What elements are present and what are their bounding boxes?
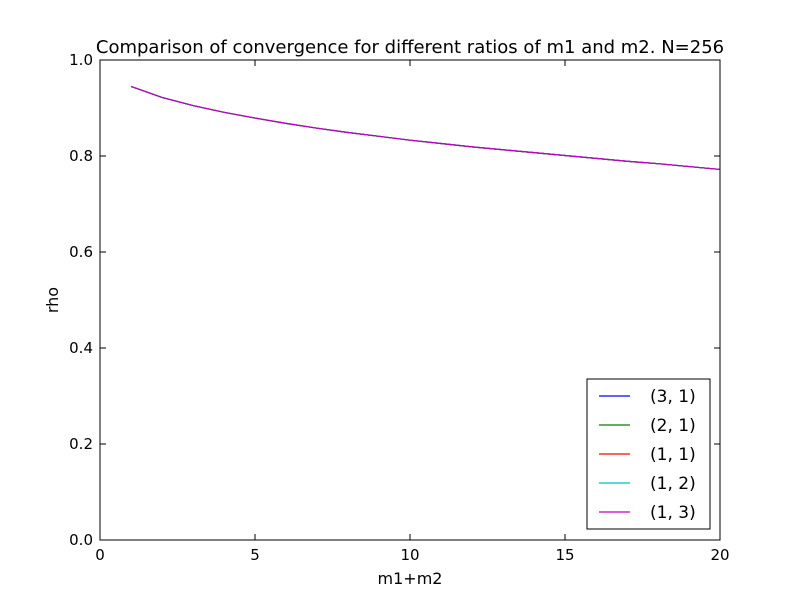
tick-labels: 0 5 10 15 20 0.0 0.2 0.4 0.6 0.8 1.0 (69, 51, 729, 564)
x-axis-label: m1+m2 (378, 569, 443, 588)
legend-label: (1, 3) (650, 503, 696, 523)
legend-label: (2, 1) (650, 416, 696, 436)
y-axis-label: rho (43, 287, 62, 313)
plot-frame (99, 59, 721, 541)
y-tick-label: 0.2 (69, 435, 93, 453)
x-tick-label: 15 (555, 546, 574, 564)
y-tick-label: 0.0 (69, 531, 93, 549)
legend-items: (3, 1) (2, 1) (1, 1) (1, 2) (1, 3) (599, 387, 696, 523)
legend-label: (1, 2) (650, 474, 696, 494)
y-tick-label: 0.6 (69, 243, 93, 261)
y-tick-label: 1.0 (69, 51, 93, 69)
series-line-5 (130, 85, 721, 171)
x-tick-label: 10 (400, 546, 419, 564)
legend: (3, 1) (2, 1) (1, 1) (1, 2) (1, 3) (586, 378, 711, 530)
y-tick-label: 0.4 (69, 339, 93, 357)
series-lines (130, 85, 721, 171)
chart-title: Comparison of convergence for different … (96, 37, 724, 58)
y-tick-label: 0.8 (69, 147, 93, 165)
x-tick-label: 0 (95, 546, 105, 564)
legend-label: (1, 1) (650, 445, 696, 465)
legend-label: (3, 1) (650, 387, 696, 407)
x-tick-label: 5 (250, 546, 260, 564)
x-tick-label: 20 (710, 546, 729, 564)
